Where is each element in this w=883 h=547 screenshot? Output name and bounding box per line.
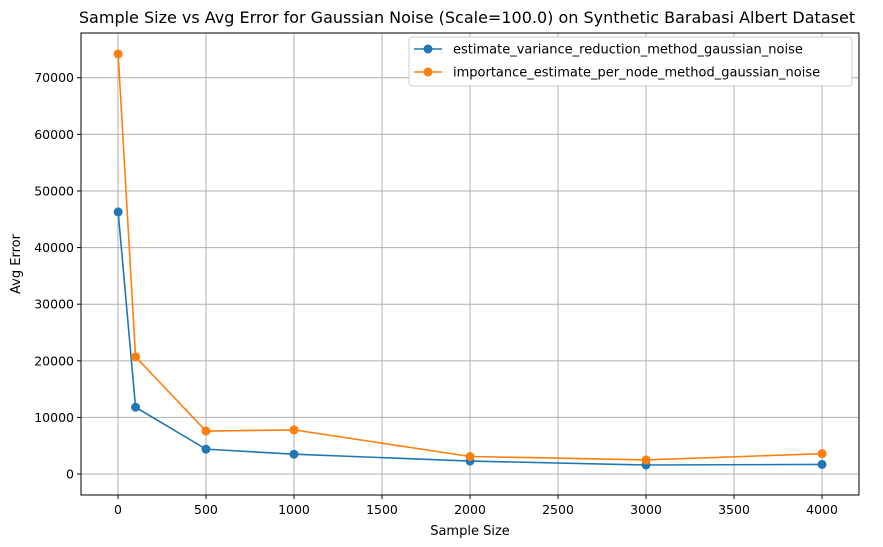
legend-label: importance_estimate_per_node_method_gaus… [453,66,820,81]
y-axis: 0 10000 20000 30000 40000 50000 60000 70000 [34,70,81,482]
x-tick-label: 500 [194,502,218,517]
x-tick-label: 3500 [718,502,750,517]
legend-label: estimate_variance_reduction_method_gauss… [453,43,803,58]
data-point [289,425,299,435]
series-2 [113,49,827,465]
data-point [817,459,827,469]
y-tick-label: 70000 [34,70,74,85]
chart-title: Sample Size vs Avg Error for Gaussian No… [79,8,855,27]
x-tick-label: 2500 [542,502,574,517]
series-1 [113,207,827,470]
y-tick-label: 30000 [34,297,74,312]
grid [81,33,859,495]
data-point [113,207,123,217]
y-tick-label: 60000 [34,127,74,142]
x-tick-label: 4000 [806,502,838,517]
x-tick-label: 3000 [630,502,662,517]
series-layer [113,49,827,470]
x-tick-label: 2000 [454,502,486,517]
y-tick-label: 50000 [34,183,74,198]
x-tick-label: 0 [114,502,122,517]
legend-marker [423,67,433,77]
x-axis-label: Sample Size [430,524,510,539]
data-point [465,452,475,461]
data-point [817,449,827,459]
data-point [641,455,651,465]
data-point [131,352,141,362]
x-tick-label: 1500 [366,502,398,517]
y-tick-label: 0 [66,467,74,482]
data-point [113,49,123,59]
x-tick-label: 1000 [278,502,310,517]
y-tick-label: 40000 [34,240,74,255]
x-axis: 0 500 1000 1500 2000 2500 3000 3500 4000 [114,495,838,517]
data-point [131,402,141,412]
y-tick-label: 10000 [34,410,74,425]
legend-box [408,36,853,87]
legend-marker [423,44,433,54]
data-point [289,449,299,459]
legend: estimate_variance_reduction_method_gauss… [408,36,853,87]
data-point [201,444,211,454]
y-axis-label: Avg Error [9,233,24,294]
data-point [201,426,211,436]
y-tick-label: 20000 [34,353,74,368]
